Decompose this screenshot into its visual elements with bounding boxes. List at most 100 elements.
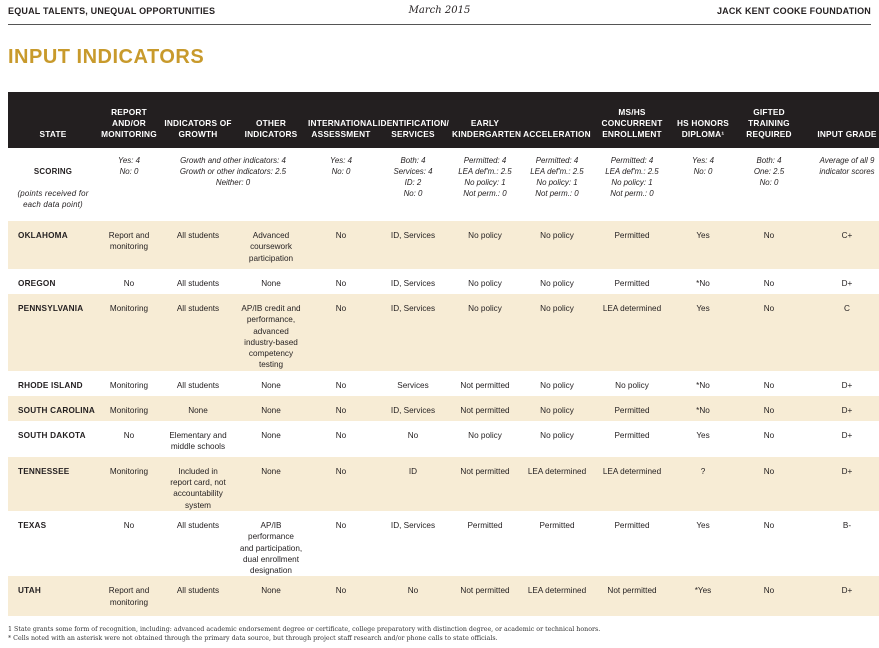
state-name: OREGON	[8, 269, 98, 294]
cell-honors: Yes	[670, 420, 736, 457]
cell-growth: None	[160, 395, 236, 421]
cell-training: No	[736, 395, 802, 421]
column-header: MS/HS CONCURRENT ENROLLMENT	[594, 92, 670, 148]
cell-early-k: Not permitted	[450, 370, 520, 396]
scoring-acceleration: Permitted: 4 LEA def'm.: 2.5 No policy: …	[520, 148, 594, 221]
cell-growth: All students	[160, 576, 236, 617]
state-name: TENNESSEE	[8, 456, 98, 511]
cell-training: No	[736, 221, 802, 269]
cell-growth: All students	[160, 269, 236, 294]
cell-report: Monitoring	[98, 370, 160, 396]
cell-concurrent: Not permitted	[594, 576, 670, 617]
cell-international: No	[306, 294, 376, 371]
cell-honors: Yes	[670, 510, 736, 577]
cell-acceleration: No policy	[520, 420, 594, 457]
scoring-honors: Yes: 4 No: 0	[670, 148, 736, 221]
cell-concurrent: No policy	[594, 370, 670, 396]
cell-grade: D+	[802, 576, 879, 617]
cell-grade: D+	[802, 370, 879, 396]
scoring-label: SCORING	[33, 167, 73, 176]
input-indicators-table: STATE REPORT AND/OR MONITORING INDICATOR…	[8, 92, 879, 617]
cell-growth: Elementary and middle schools	[160, 420, 236, 457]
cell-growth: All students	[160, 294, 236, 371]
scoring-training: Both: 4 One: 2.5 No: 0	[736, 148, 802, 221]
state-name: UTAH	[8, 576, 98, 617]
cell-report: Report and monitoring	[98, 576, 160, 617]
scoring-identification: Both: 4 Services: 4 ID: 2 No: 0	[376, 148, 450, 221]
column-header: HS HONORS DIPLOMA¹	[670, 92, 736, 148]
cell-international: No	[306, 456, 376, 511]
table-row: SOUTH DAKOTA No Elementary and middle scho…	[8, 420, 879, 457]
cell-early-k: No policy	[450, 294, 520, 371]
cell-grade: B-	[802, 510, 879, 577]
column-header: IDENTIFICATION/ SERVICES	[376, 92, 450, 148]
state-name: RHODE ISLAND	[8, 370, 98, 396]
cell-identification: Services	[376, 370, 450, 396]
cell-growth: All students	[160, 370, 236, 396]
cell-identification: No	[376, 420, 450, 457]
cell-concurrent: LEA determined	[594, 294, 670, 371]
scoring-label-cell: SCORING (points received for each data p…	[8, 148, 98, 221]
cell-acceleration: No policy	[520, 395, 594, 421]
column-header: INDICATORS OF GROWTH	[160, 92, 236, 148]
cell-concurrent: Permitted	[594, 221, 670, 269]
cell-grade: D+	[802, 420, 879, 457]
report-date: March 2015	[408, 5, 471, 16]
cell-report: No	[98, 510, 160, 577]
footnote: 1 State grants some form of recognition,…	[8, 626, 601, 633]
table-header-row: STATE REPORT AND/OR MONITORING INDICATOR…	[8, 92, 879, 148]
cell-report: Monitoring	[98, 456, 160, 511]
cell-other: None	[236, 395, 306, 421]
cell-acceleration: LEA determined	[520, 456, 594, 511]
cell-honors: *No	[670, 269, 736, 294]
column-header: EARLY KINDERGARTEN	[450, 92, 521, 148]
cell-international: No	[306, 370, 376, 396]
cell-other: None	[236, 456, 306, 511]
cell-honors: *No	[670, 395, 736, 421]
cell-honors: *No	[670, 370, 736, 396]
scoring-sublabel: (points received for each data point)	[17, 189, 89, 209]
cell-report: No	[98, 269, 160, 294]
cell-training: No	[736, 420, 802, 457]
cell-grade: C	[802, 294, 879, 371]
cell-international: No	[306, 395, 376, 421]
report-title: EQUAL TALENTS, UNEQUAL OPPORTUNITIES	[8, 6, 216, 16]
cell-identification: ID, Services	[376, 294, 450, 371]
scoring-growth-other: Growth and other indicators: 4 Growth or…	[160, 148, 306, 221]
cell-concurrent: LEA determined	[594, 456, 670, 511]
cell-report: Report and monitoring	[98, 221, 160, 269]
cell-acceleration: No policy	[520, 370, 594, 396]
cell-honors: Yes	[670, 294, 736, 371]
cell-early-k: No policy	[450, 420, 520, 457]
scoring-concurrent: Permitted: 4 LEA def'm.: 2.5 No policy: …	[594, 148, 670, 221]
state-name: TEXAS	[8, 510, 98, 577]
cell-honors: ?	[670, 456, 736, 511]
cell-grade: D+	[802, 395, 879, 421]
table-row: OKLAHOMA Report and monitoring All student…	[8, 221, 879, 269]
cell-training: No	[736, 370, 802, 396]
cell-international: No	[306, 510, 376, 577]
cell-early-k: No policy	[450, 269, 520, 294]
cell-honors: Yes	[670, 221, 736, 269]
column-header: GIFTED TRAINING REQUIRED	[736, 92, 802, 148]
cell-other: None	[236, 576, 306, 617]
table-row: SOUTH CAROLINA Monitoring None None No ID, Se…	[8, 395, 879, 421]
organization-name: JACK KENT COOKE FOUNDATION	[716, 6, 871, 16]
table-row: OREGON No All students None No ID, Services No…	[8, 269, 879, 294]
cell-report: Monitoring	[98, 294, 160, 371]
cell-concurrent: Permitted	[594, 420, 670, 457]
cell-acceleration: No policy	[520, 221, 594, 269]
cell-other: AP/IB credit and performance, advanced i…	[236, 294, 306, 371]
table-row: RHODE ISLAND Monitoring All students None No…	[8, 370, 879, 396]
state-name: SOUTH DAKOTA	[8, 420, 98, 457]
footnotes: 1 State grants some form of recognition,…	[8, 625, 600, 643]
cell-early-k: No policy	[450, 221, 520, 269]
column-header: OTHER INDICATORS	[236, 92, 306, 148]
cell-identification: ID, Services	[376, 221, 450, 269]
cell-honors: *Yes	[670, 576, 736, 617]
cell-early-k: Permitted	[450, 510, 520, 577]
cell-training: No	[736, 294, 802, 371]
table-row: UTAH Report and monitoring All students Non…	[8, 576, 879, 617]
cell-concurrent: Permitted	[594, 269, 670, 294]
cell-acceleration: Permitted	[520, 510, 594, 577]
